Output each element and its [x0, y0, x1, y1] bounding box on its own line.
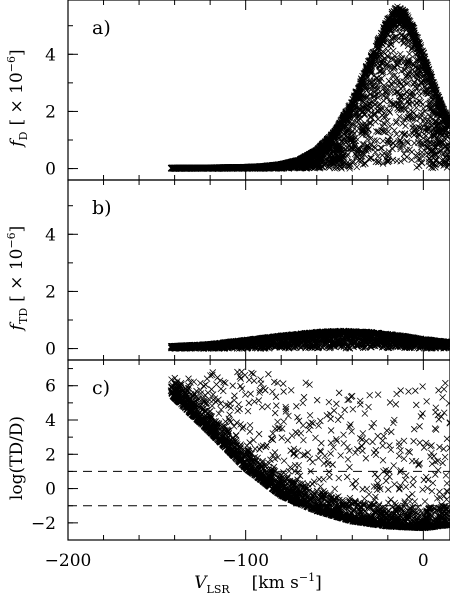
y-tick-label: 4 [45, 225, 56, 245]
data-point [362, 145, 369, 153]
data-point [367, 135, 374, 142]
data-point [365, 96, 373, 103]
panel-b: 0 2 4 b) fTD[ × 10−6] [5, 179, 450, 361]
y-tick-label: 2 [45, 102, 56, 122]
data-point [413, 164, 420, 171]
data-point [378, 144, 385, 152]
data-point [380, 150, 388, 157]
data-point [374, 153, 382, 160]
data-point [384, 47, 392, 55]
data-point [371, 137, 378, 144]
data-point [400, 116, 408, 123]
data-point [367, 114, 374, 121]
data-point [385, 137, 392, 144]
data-point [372, 158, 380, 166]
data-point [386, 133, 394, 141]
data-point [346, 162, 354, 170]
data-point [379, 137, 387, 145]
data-point [425, 119, 432, 126]
data-point [414, 150, 421, 157]
data-point [403, 138, 411, 145]
data-point [359, 161, 367, 168]
data-point [398, 130, 406, 137]
data-point [353, 163, 361, 171]
data-point [403, 146, 410, 154]
data-point [377, 144, 384, 152]
y-tick-label: 2 [45, 282, 56, 302]
data-point [413, 99, 420, 107]
data-point [392, 119, 400, 127]
data-point [388, 55, 395, 62]
data-point [397, 139, 405, 146]
data-point [393, 118, 400, 125]
data-point [415, 63, 422, 71]
data-point [376, 100, 384, 108]
y-axis-label: fD[ × 10−6] [5, 49, 30, 148]
data-point [402, 122, 409, 130]
data-point [411, 139, 418, 147]
data-point [358, 157, 365, 164]
data-point [408, 148, 415, 156]
data-point [386, 109, 394, 116]
data-point [355, 117, 363, 124]
y-tick-label: 4 [45, 45, 56, 65]
data-point [363, 93, 370, 101]
data-point [396, 113, 403, 120]
data-point [413, 112, 420, 120]
data-point [364, 135, 371, 143]
panel-a: 0 2 4 a) fD[ × 10−6] [5, 0, 450, 181]
data-point [380, 97, 388, 105]
data-point [430, 100, 438, 108]
panel-label: b) [92, 197, 112, 219]
data-point [365, 131, 372, 139]
data-point [357, 121, 364, 129]
y-axis-label: fTD[ × 10−6] [5, 226, 30, 333]
data-point [376, 68, 383, 75]
data-point [373, 84, 381, 92]
data-point [385, 148, 393, 155]
scatter-marks [167, 327, 450, 352]
data-point [404, 57, 411, 64]
data-point [374, 158, 382, 166]
panel-label: a) [92, 17, 111, 39]
data-point [416, 92, 423, 99]
data-point [361, 110, 369, 118]
y-tick-label: 0 [45, 340, 56, 360]
data-point [384, 139, 392, 147]
data-point [380, 82, 388, 89]
data-point [397, 50, 404, 58]
data-point [406, 50, 413, 58]
data-point [404, 139, 412, 147]
data-point [413, 75, 421, 83]
data-point [362, 160, 369, 167]
data-point [381, 128, 388, 136]
data-point [389, 145, 396, 153]
data-point [390, 47, 397, 55]
data-point [390, 100, 397, 108]
data-point [410, 109, 418, 117]
data-point [415, 81, 423, 89]
data-point [407, 106, 414, 114]
data-point [396, 78, 404, 86]
scatter-marks [167, 3, 450, 172]
data-point [407, 114, 414, 122]
data-point [389, 156, 397, 164]
y-tick-label: 0 [45, 160, 56, 180]
